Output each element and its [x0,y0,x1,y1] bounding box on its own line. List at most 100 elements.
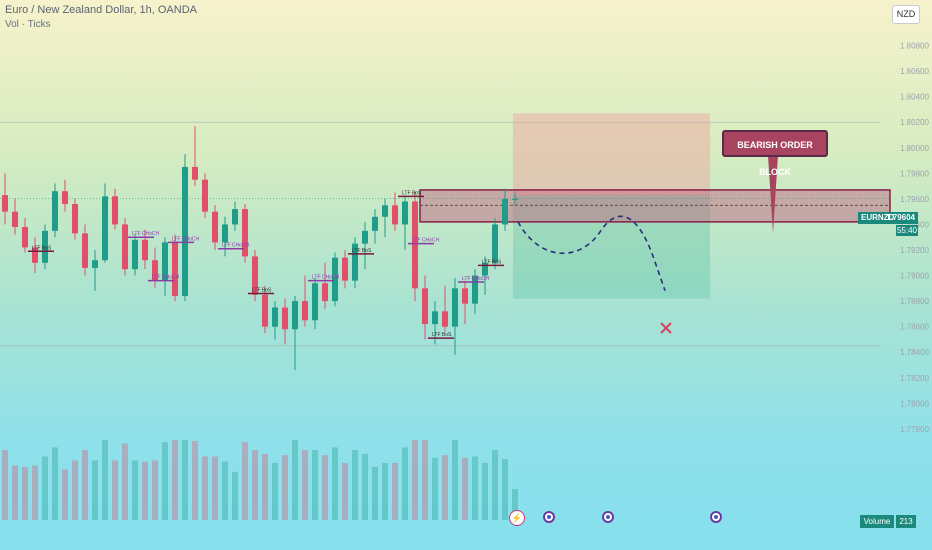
currency-button[interactable]: NZD [892,5,920,24]
volume-bar [352,450,358,520]
price-tag-value: 1.79604 [886,213,915,222]
order-block-zone[interactable] [419,189,891,223]
structure-label: LTF CHoCH [152,275,180,281]
candle-body [192,166,198,180]
candle-body [442,311,448,327]
volume-bar [22,466,28,520]
price-axis-tick: 1.77800 [900,425,929,434]
candle-body [512,198,518,200]
candle-body [292,301,298,330]
volume-bar [252,450,258,520]
volume-bar [62,469,68,520]
price-axis[interactable]: 1.80800 1.80600 1.80400 1.80200 1.80000 1.798… [900,42,929,434]
candle-body [182,166,188,296]
candle-body [482,262,488,276]
price-tag: EURNZD 1.79604 [858,212,918,224]
order-block-callout[interactable]: BEARISH ORDER BLOCK [722,130,828,177]
target-x-marker [660,322,672,334]
volume-bar [272,463,278,520]
event-icon[interactable] [710,511,722,523]
candle-body [62,191,68,204]
volume-bar [32,465,38,520]
volume-bar [132,460,138,520]
volume-bars [2,440,518,520]
structure-label: LTF CHoCH [132,231,160,237]
candle-body [302,301,308,321]
candle-body [102,196,108,261]
price-tag-symbol: EURNZD [861,213,895,222]
volume-bar [292,440,298,520]
volume-bar [162,442,168,520]
candle-body [22,227,28,248]
volume-bar [392,463,398,520]
volume-bar [202,456,208,520]
event-icon[interactable] [543,511,555,523]
candle-body [492,224,498,263]
volume-bar [502,459,508,520]
volume-bar [232,472,238,520]
volume-bar [172,440,178,520]
candle-body [172,242,178,296]
candle-body [222,224,228,243]
structure-label: LTF CHoCH [412,238,440,244]
projection-path[interactable] [517,215,666,291]
volume-bar [192,440,198,520]
candle-body [412,201,418,289]
volume-bar [182,440,188,520]
volume-bar [102,440,108,520]
bar-countdown: 55:40 [896,225,918,236]
volume-bar [222,461,228,520]
candle-body [112,196,118,225]
volume-bar [92,460,98,520]
volume-bar [472,456,478,520]
volume-bar [462,457,468,520]
price-axis-tick: 1.79600 [900,195,929,204]
structure-label: LTF CHoCH [222,243,250,249]
candle-body [252,256,258,295]
candle-body [42,230,48,263]
price-axis-tick: 1.80400 [900,93,929,102]
candle-body [132,239,138,270]
price-axis-tick: 1.78200 [900,374,929,383]
candle-body [12,211,18,227]
volume-bar [152,460,158,520]
symbol-title: Euro / New Zealand Dollar, 1h, OANDA [5,4,197,16]
candle-body [472,275,478,304]
price-axis-tick: 1.79400 [900,220,929,229]
candle-body [162,242,168,281]
price-axis-tick: 1.80000 [900,144,929,153]
volume-bar [432,457,438,520]
candle-body [352,243,358,281]
candle-body [142,239,148,261]
candle-body [272,307,278,327]
candle-body [82,233,88,268]
candle-body [152,260,158,281]
volume-bar [282,455,288,520]
candle-body [462,288,468,304]
volume-bar [402,447,408,520]
volume-bar [42,456,48,520]
volume-bar [512,489,518,520]
candle-body [372,216,378,231]
structure-label: LTF BoS [352,248,372,254]
volume-bar [422,440,428,520]
structure-labels: LTF BoS LTF CHoCH LTF CHoCH LTF CHoCH LTF CH… [28,190,504,339]
candle-body [242,209,248,257]
volume-bar [12,465,18,520]
volume-bar [332,447,338,520]
volume-bar [122,443,128,520]
volume-bar [262,453,268,520]
structure-label: LTF BoS [252,287,272,293]
structure-label: LTF BoS [402,190,422,196]
event-icon[interactable] [602,511,614,523]
candle-body [2,195,8,212]
candle-body [362,230,368,244]
candle-body [72,204,78,234]
flash-icon[interactable]: ⚡ [509,510,525,526]
candle-body [322,283,328,302]
candle-body [122,224,128,270]
take-profit-zone[interactable] [513,195,710,299]
stop-loss-zone[interactable] [513,113,710,196]
